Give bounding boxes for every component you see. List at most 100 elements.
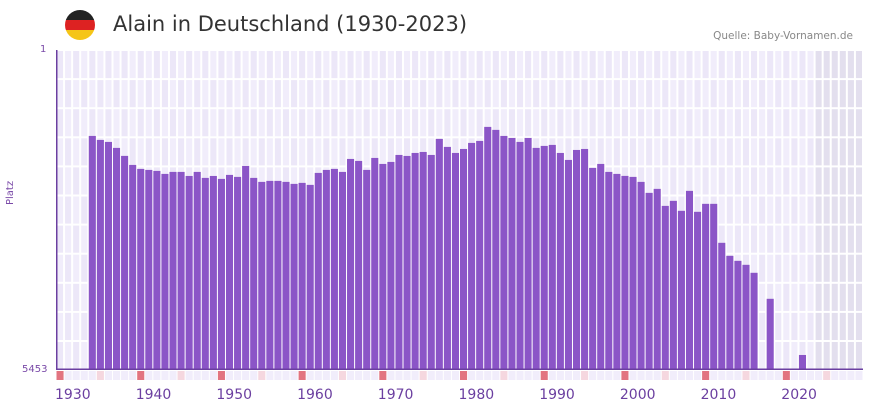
bar-1961[interactable] xyxy=(314,172,322,370)
bar-1999[interactable] xyxy=(621,175,629,370)
bar-2005[interactable] xyxy=(669,200,677,370)
bar-2002[interactable] xyxy=(645,192,653,370)
bar-1935[interactable] xyxy=(104,141,112,370)
bar-1971[interactable] xyxy=(395,154,403,370)
bar-1951[interactable] xyxy=(234,176,242,370)
bar-1969[interactable] xyxy=(379,163,387,370)
bar-1974[interactable] xyxy=(419,151,427,370)
bar-1946[interactable] xyxy=(193,171,201,370)
bar-1941[interactable] xyxy=(153,170,161,370)
bar-1965[interactable] xyxy=(347,158,355,370)
x-tick-1940: 1940 xyxy=(135,387,172,403)
y-axis-label: Platz xyxy=(5,180,16,205)
bar-1940[interactable] xyxy=(145,169,153,370)
x-tick-1990: 1990 xyxy=(539,387,575,403)
bar-1966[interactable] xyxy=(355,160,363,370)
bar-1933[interactable] xyxy=(88,135,96,370)
bar-1956[interactable] xyxy=(274,180,282,370)
y-tick-top: 1 xyxy=(40,44,47,55)
bar-1937[interactable] xyxy=(121,155,129,370)
bar-2006[interactable] xyxy=(677,210,685,370)
bar-chart xyxy=(56,50,863,370)
bar-1993[interactable] xyxy=(572,149,581,370)
bar-1985[interactable] xyxy=(508,137,516,370)
bar-2007[interactable] xyxy=(685,190,694,370)
bar-1934[interactable] xyxy=(96,139,104,370)
x-tick-1930: 1930 xyxy=(55,387,91,403)
bar-2011[interactable] xyxy=(718,242,726,370)
x-tick-2020: 2020 xyxy=(781,387,817,403)
bar-2001[interactable] xyxy=(637,181,645,370)
bar-1984[interactable] xyxy=(500,135,508,370)
bar-2014[interactable] xyxy=(742,264,750,370)
bar-1987[interactable] xyxy=(524,137,532,370)
bar-1952[interactable] xyxy=(242,165,250,370)
bar-1983[interactable] xyxy=(492,129,500,370)
bar-1950[interactable] xyxy=(225,174,234,370)
bar-1976[interactable] xyxy=(435,138,443,370)
bar-2013[interactable] xyxy=(734,260,742,370)
bar-1939[interactable] xyxy=(137,168,145,370)
bar-1980[interactable] xyxy=(468,142,476,370)
bar-1958[interactable] xyxy=(290,183,298,370)
y-tick-bottom: 5453 xyxy=(22,364,48,375)
bar-1955[interactable] xyxy=(266,180,274,370)
bar-2003[interactable] xyxy=(653,188,661,370)
bar-1944[interactable] xyxy=(177,171,185,370)
bar-1992[interactable] xyxy=(564,159,572,370)
bar-2009[interactable] xyxy=(702,203,710,370)
bar-1978[interactable] xyxy=(451,152,459,370)
germany-flag-icon xyxy=(65,10,95,40)
bar-1979[interactable] xyxy=(460,148,468,370)
bar-1962[interactable] xyxy=(322,169,330,370)
bar-1953[interactable] xyxy=(250,177,258,370)
bar-1982[interactable] xyxy=(484,126,492,370)
bar-1989[interactable] xyxy=(540,145,548,370)
bar-1975[interactable] xyxy=(427,154,435,370)
bar-2004[interactable] xyxy=(661,205,669,370)
bar-1997[interactable] xyxy=(605,171,613,370)
bar-1945[interactable] xyxy=(185,175,193,370)
bar-1959[interactable] xyxy=(298,182,306,370)
bar-2012[interactable] xyxy=(726,255,734,370)
bar-1942[interactable] xyxy=(161,173,169,370)
bar-1949[interactable] xyxy=(217,178,225,370)
bar-1994[interactable] xyxy=(581,148,589,370)
bar-1977[interactable] xyxy=(443,146,451,370)
bar-1970[interactable] xyxy=(387,161,395,370)
bar-1988[interactable] xyxy=(532,147,540,370)
bar-1986[interactable] xyxy=(516,141,524,370)
source-link[interactable]: Quelle: Baby-Vornamen.de xyxy=(713,30,853,42)
bar-1996[interactable] xyxy=(597,163,605,370)
bar-2017[interactable] xyxy=(766,298,774,370)
bar-2010[interactable] xyxy=(710,203,718,370)
bar-1943[interactable] xyxy=(169,171,177,370)
bar-1938[interactable] xyxy=(129,164,137,370)
bar-1995[interactable] xyxy=(589,167,597,370)
bar-1981[interactable] xyxy=(476,140,484,370)
bar-2000[interactable] xyxy=(629,176,637,370)
bar-1967[interactable] xyxy=(363,169,371,370)
bar-2008[interactable] xyxy=(694,211,702,370)
bar-1998[interactable] xyxy=(613,173,621,370)
chart-title: Alain in Deutschland (1930-2023) xyxy=(113,12,468,36)
bar-1973[interactable] xyxy=(411,152,419,370)
bar-1991[interactable] xyxy=(556,152,564,370)
bar-1954[interactable] xyxy=(258,181,266,370)
bar-1948[interactable] xyxy=(209,175,217,370)
bar-1968[interactable] xyxy=(371,157,379,370)
bar-1990[interactable] xyxy=(548,144,556,370)
bar-1960[interactable] xyxy=(306,184,314,370)
x-tick-1980: 1980 xyxy=(458,387,495,403)
bar-2015[interactable] xyxy=(750,272,758,370)
bar-1957[interactable] xyxy=(282,181,290,370)
x-tick-1960: 1960 xyxy=(297,387,333,403)
bar-1964[interactable] xyxy=(338,171,347,370)
bar-1936[interactable] xyxy=(112,147,121,370)
bar-1963[interactable] xyxy=(330,168,338,370)
bar-1972[interactable] xyxy=(403,155,411,370)
bar-2021[interactable] xyxy=(798,354,807,370)
bar-1947[interactable] xyxy=(201,177,209,370)
x-tick-2010: 2010 xyxy=(700,387,737,403)
x-tick-2000: 2000 xyxy=(619,387,656,403)
